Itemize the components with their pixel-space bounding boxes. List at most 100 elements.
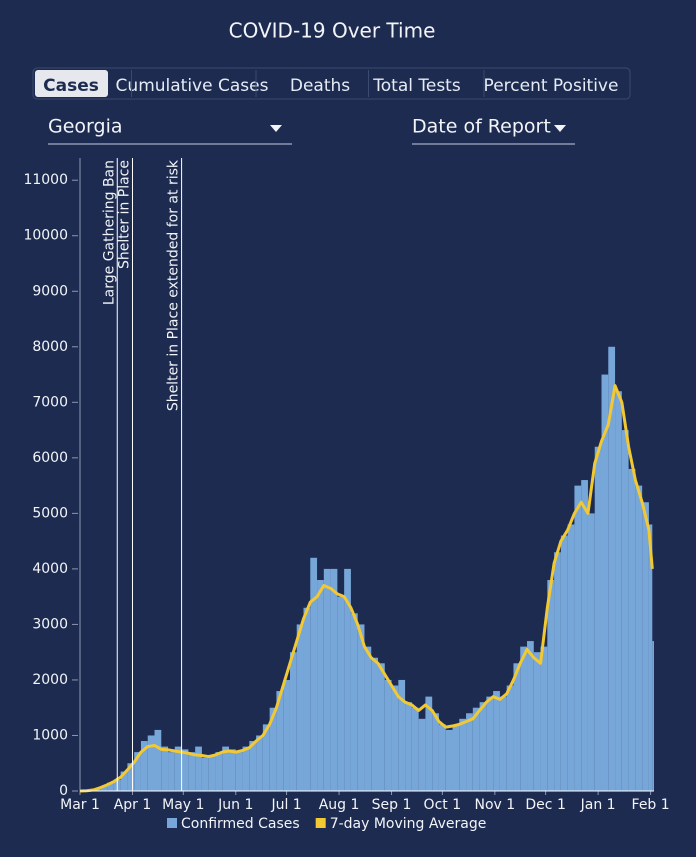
bar xyxy=(100,786,108,791)
bar xyxy=(337,596,345,791)
bar xyxy=(493,691,500,791)
bar xyxy=(303,607,311,791)
bar xyxy=(459,718,467,791)
tab[interactable]: Cases xyxy=(43,76,99,96)
bar xyxy=(269,707,277,791)
tab[interactable]: Percent Positive xyxy=(484,76,619,96)
bar xyxy=(608,346,616,791)
bar xyxy=(398,679,406,791)
bar xyxy=(615,391,622,791)
x-tick-label: Oct 1 xyxy=(424,797,462,813)
bar xyxy=(249,741,257,791)
bar xyxy=(520,646,528,791)
tabs: Cases Cumulative Cases Deaths Total Tests Pe… xyxy=(43,70,618,97)
bar xyxy=(276,691,284,791)
bar xyxy=(289,652,297,791)
bar xyxy=(513,663,521,791)
y-tick-label: 3000 xyxy=(32,616,68,632)
bar xyxy=(188,752,196,791)
bar xyxy=(181,749,189,791)
event-label: Shelter in Place xyxy=(116,160,132,269)
bar xyxy=(587,513,595,791)
bar xyxy=(262,724,270,791)
bar xyxy=(120,771,128,791)
bar xyxy=(560,535,568,791)
bar xyxy=(229,749,236,791)
bar xyxy=(472,707,480,791)
bar xyxy=(418,718,426,791)
bar xyxy=(350,613,358,791)
bar xyxy=(222,746,230,791)
legend-swatch xyxy=(167,818,177,828)
active-tab-bg xyxy=(35,70,108,97)
tab[interactable]: Total Tests xyxy=(372,76,461,96)
y-tick-label: 5000 xyxy=(32,505,68,521)
event-label: Shelter in Place extended for at risk xyxy=(166,159,182,411)
bar xyxy=(445,729,453,791)
x-tick-label: Sep 1 xyxy=(372,797,412,813)
moving-average-line xyxy=(79,384,654,793)
bar xyxy=(310,557,318,791)
x-tick-label: Jun 1 xyxy=(217,797,253,813)
y-tick-label: 6000 xyxy=(32,450,68,466)
date-dropdown[interactable]: Date of Report xyxy=(412,116,551,138)
x-tick-label: Mar 1 xyxy=(60,797,100,813)
bar xyxy=(208,754,216,791)
x-tick-label: Apr 1 xyxy=(114,797,152,813)
bar xyxy=(174,746,182,791)
bar xyxy=(527,641,534,791)
bar xyxy=(107,782,114,791)
bar xyxy=(506,685,514,791)
bar xyxy=(357,624,365,791)
bar xyxy=(581,480,588,791)
bar xyxy=(405,702,412,791)
x-tick-label: Dec 1 xyxy=(525,797,565,813)
bar xyxy=(642,502,649,791)
bar xyxy=(594,446,602,791)
bar xyxy=(283,679,290,791)
bar xyxy=(195,746,202,791)
bar xyxy=(648,524,653,791)
bar xyxy=(378,663,385,791)
bar xyxy=(296,624,304,791)
bar xyxy=(486,696,494,791)
bar xyxy=(628,468,636,791)
x-tick-label: Jan 1 xyxy=(580,797,616,813)
tab-bar xyxy=(32,67,631,100)
event-label: Large Gathering Ban xyxy=(101,160,117,305)
bar xyxy=(574,485,582,791)
bar xyxy=(635,485,643,791)
bar xyxy=(140,741,148,791)
dropdown-arrow xyxy=(270,125,282,132)
bar xyxy=(479,702,487,791)
legend-label: 7-day Moving Average xyxy=(330,816,487,832)
y-tick-label: 4000 xyxy=(32,561,68,577)
bar xyxy=(466,713,473,791)
y-tick-label: 2000 xyxy=(32,672,68,688)
bar xyxy=(127,763,135,791)
bar xyxy=(330,568,338,791)
bar xyxy=(154,729,162,791)
bar xyxy=(652,641,654,791)
bar xyxy=(147,735,155,791)
y-tick-label: 0 xyxy=(59,783,68,799)
y-tick-label: 9000 xyxy=(32,283,68,299)
bar xyxy=(242,746,250,791)
dropdown-arrow xyxy=(554,125,566,132)
title: COVID-19 Over Time xyxy=(229,19,436,43)
y-tick-label: 1000 xyxy=(32,727,68,743)
bar xyxy=(323,568,331,791)
bar xyxy=(567,524,575,791)
bar xyxy=(547,580,555,791)
region-dropdown[interactable]: Georgia xyxy=(48,116,123,138)
tab[interactable]: Cumulative Cases xyxy=(116,76,269,96)
tab[interactable]: Deaths xyxy=(290,76,350,96)
bar xyxy=(411,707,419,791)
bar xyxy=(533,652,541,791)
bar xyxy=(344,568,351,791)
legend-label: Confirmed Cases xyxy=(181,816,300,832)
x-tick-label: Aug 1 xyxy=(319,797,360,813)
bar xyxy=(391,685,399,791)
legend-swatch xyxy=(315,818,326,828)
